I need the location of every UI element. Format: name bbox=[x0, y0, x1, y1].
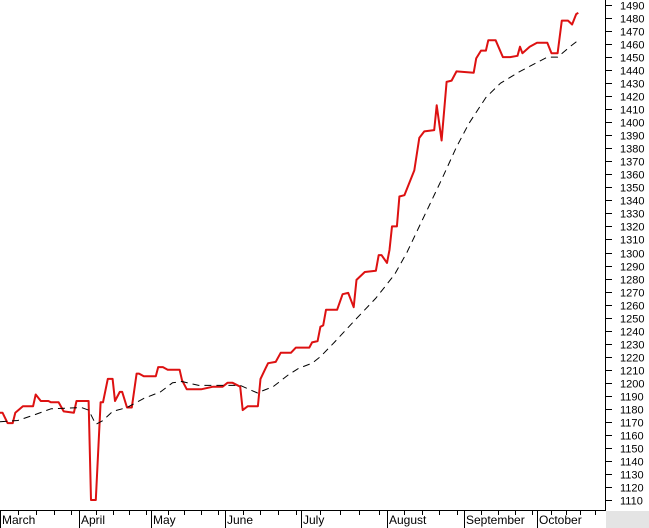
y-tick-label: 1290 bbox=[620, 262, 644, 274]
y-tick-label: 1380 bbox=[620, 144, 644, 156]
y-tick-label: 1170 bbox=[620, 418, 644, 430]
x-axis-strip bbox=[0, 510, 649, 528]
y-tick-label: 1190 bbox=[620, 392, 644, 404]
y-tick-label: 1270 bbox=[620, 288, 644, 300]
y-tick-label: 1400 bbox=[620, 118, 644, 130]
y-tick-label: 1370 bbox=[620, 157, 644, 169]
x-month-label: September bbox=[466, 513, 525, 527]
y-tick-label: 1200 bbox=[620, 379, 644, 391]
y-tick-label: 1350 bbox=[620, 183, 644, 195]
x-month-label: October bbox=[539, 513, 582, 527]
y-tick-label: 1440 bbox=[620, 66, 644, 78]
y-tick-label: 1340 bbox=[620, 196, 644, 208]
y-tick-label: 1330 bbox=[620, 209, 644, 221]
y-tick-label: 1470 bbox=[620, 27, 644, 39]
price-line bbox=[0, 11, 579, 501]
y-tick-label: 1460 bbox=[620, 40, 644, 52]
y-tick-label: 1430 bbox=[620, 79, 644, 91]
y-tick-label: 1230 bbox=[620, 340, 644, 352]
y-tick-label: 1280 bbox=[620, 275, 644, 287]
series-layer bbox=[0, 11, 579, 501]
y-tick-label: 1390 bbox=[620, 131, 644, 143]
x-month-label: March bbox=[2, 513, 35, 527]
y-tick-label: 1260 bbox=[620, 301, 644, 313]
x-month-label: June bbox=[227, 513, 253, 527]
y-tick-label: 1110 bbox=[620, 496, 643, 508]
y-tick-label: 1480 bbox=[620, 14, 644, 26]
y-tick-label: 1210 bbox=[620, 366, 644, 378]
corner-box bbox=[606, 511, 649, 528]
y-tick-label: 1180 bbox=[620, 405, 644, 417]
y-tick-label: 1220 bbox=[620, 353, 644, 365]
y-tick-label: 1160 bbox=[620, 431, 644, 443]
x-axis: March April May June July August September Octo… bbox=[0, 510, 649, 528]
y-tick-label: 1360 bbox=[620, 170, 644, 182]
y-tick-label: 1120 bbox=[620, 483, 644, 495]
y-tick-label: 1300 bbox=[620, 249, 644, 261]
x-month-label: August bbox=[389, 513, 427, 527]
y-tick-label: 1140 bbox=[620, 457, 644, 469]
y-tick-label: 1410 bbox=[620, 105, 644, 117]
x-month-label: April bbox=[81, 513, 105, 527]
x-month-label: May bbox=[153, 513, 176, 527]
moving-average-line bbox=[0, 39, 579, 425]
y-tick-label: 1450 bbox=[620, 53, 644, 65]
y-tick-label: 1420 bbox=[620, 92, 644, 104]
y-tick-label: 1240 bbox=[620, 327, 644, 339]
x-month-label: July bbox=[303, 513, 324, 527]
y-tick-label: 1130 bbox=[620, 470, 644, 482]
y-tick-label: 1250 bbox=[620, 314, 644, 326]
y-tick-label: 1490 bbox=[620, 1, 644, 13]
y-tick-label: 1150 bbox=[620, 444, 644, 456]
y-tick-label: 1320 bbox=[620, 222, 644, 234]
y-axis: 1110112011301140115011601170118011901200… bbox=[605, 0, 644, 510]
y-tick-label: 1310 bbox=[620, 235, 644, 247]
